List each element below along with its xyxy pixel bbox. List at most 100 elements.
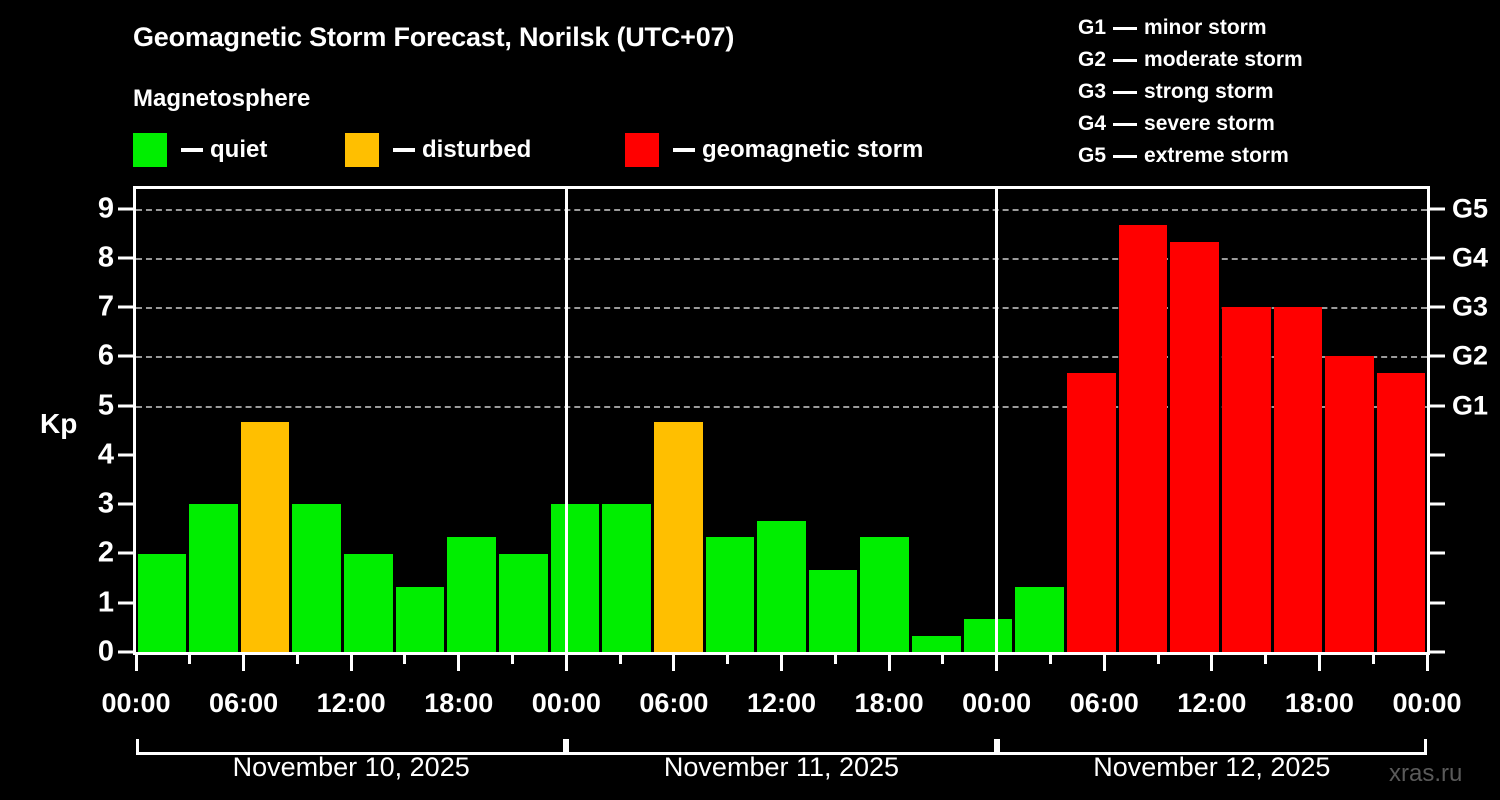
bar-kp [1015, 586, 1064, 652]
bar-kp [1118, 224, 1168, 652]
watermark: xras.ru [1389, 760, 1463, 787]
g-scale-row-g1: G1 minor storm [1078, 12, 1303, 44]
x-tick-mark [833, 655, 837, 664]
x-tick-mark [941, 655, 945, 664]
y-tick-label: 9 [97, 192, 114, 225]
bar-kp [653, 421, 703, 652]
legend-dash-icon [181, 148, 203, 152]
g-axis-label-g5: G5 [1452, 193, 1489, 224]
bar-kp [1170, 241, 1219, 652]
g-scale-code: G5 [1078, 144, 1107, 167]
x-tick-mark [618, 655, 622, 664]
day-divider [995, 189, 999, 652]
x-tick-label: 12:00 [316, 688, 386, 718]
x-tick-mark [188, 655, 192, 664]
g-scale-dash-icon [1113, 58, 1138, 62]
y-tick-label: 2 [97, 536, 114, 569]
g-tick-mark [1430, 551, 1445, 555]
g-axis-label-g1: G1 [1452, 390, 1489, 421]
g-axis-label-g3: G3 [1452, 291, 1489, 322]
g-tick-mark [1430, 354, 1445, 358]
g-tick-mark [1430, 207, 1445, 211]
x-tick-mark [1317, 655, 1321, 671]
g-tick-mark [1430, 502, 1445, 506]
x-tick-label: 12:00 [746, 688, 817, 718]
g-tick-mark [1430, 453, 1445, 457]
day-bracket [566, 739, 997, 755]
bar-kp [602, 504, 651, 652]
y-tick-mark [118, 305, 133, 309]
bar-kp [1273, 307, 1323, 652]
g-axis-label-g2: G2 [1452, 340, 1489, 371]
legend-label: disturbed [422, 136, 532, 163]
gridline-kp-6 [136, 356, 1427, 359]
y-tick-label: 5 [97, 389, 114, 422]
x-tick-mark [134, 655, 138, 671]
bar-kp [344, 553, 393, 652]
y-tick-mark [118, 207, 133, 211]
bar-kp [963, 619, 1013, 652]
y-tick-mark [118, 256, 133, 260]
bar-kp [1221, 307, 1271, 652]
x-tick-label: 00:00 [962, 688, 1032, 718]
x-tick-label: 00:00 [531, 688, 601, 718]
g-scale-code: G2 [1078, 48, 1107, 71]
x-tick-mark [295, 655, 299, 664]
x-tick-mark [403, 655, 407, 664]
g-scale-row-g4: G4 severe storm [1078, 108, 1303, 140]
y-tick-mark [118, 502, 133, 506]
y-tick-mark [118, 453, 133, 457]
day-bracket [996, 739, 1427, 755]
x-tick-mark [242, 655, 246, 671]
g-scale-row-g5: G5 extreme storm [1078, 140, 1303, 172]
bar-kp [705, 537, 755, 652]
day-bracket [136, 739, 567, 755]
y-tick-label: 3 [97, 487, 114, 520]
bar-kp [1067, 372, 1116, 652]
g-tick-mark [1430, 650, 1445, 654]
y-tick-label: 4 [97, 438, 114, 471]
y-tick-label: 8 [97, 241, 114, 274]
legend-label: geomagnetic storm [702, 136, 924, 163]
x-tick-mark [1156, 655, 1160, 664]
y-tick-mark [118, 404, 133, 408]
legend-entry-quiet: quiet [133, 133, 267, 167]
x-tick-mark [564, 655, 568, 671]
legend-dash-icon [673, 148, 695, 152]
g-scale-dash-icon [1113, 26, 1138, 30]
g-scale-code: G1 [1078, 16, 1107, 39]
gridline-kp-5 [136, 405, 1427, 408]
x-tick-label: 06:00 [209, 688, 279, 718]
g-scale-code: G4 [1078, 112, 1107, 135]
g-scale-desc: extreme storm [1144, 144, 1289, 167]
g-scale-legend: G1 minor storm G2 moderate storm G3 strong st… [1078, 12, 1303, 172]
quiet-swatch [133, 133, 167, 167]
bar-kp [1376, 372, 1426, 652]
g-scale-desc: minor storm [1144, 16, 1267, 39]
x-tick-label: 00:00 [101, 688, 171, 718]
day-label: November 12, 2025 [1093, 752, 1331, 782]
g-scale-dash-icon [1113, 154, 1138, 158]
bar-kp [550, 504, 600, 652]
g-scale-dash-icon [1113, 90, 1138, 94]
day-label: November 11, 2025 [663, 752, 900, 782]
x-tick-label: 18:00 [1284, 688, 1354, 718]
y-tick-mark [118, 354, 133, 358]
y-axis-label: Kp [40, 408, 78, 439]
g-tick-mark [1430, 256, 1445, 260]
bar-kp [1325, 356, 1374, 652]
g-scale-desc: strong storm [1144, 80, 1274, 103]
x-tick-mark [780, 655, 783, 671]
g-scale-row-g3: G3 strong storm [1078, 76, 1303, 108]
x-tick-mark [1210, 655, 1214, 671]
x-tick-mark [1264, 655, 1268, 664]
g-scale-dash-icon [1113, 122, 1138, 126]
x-tick-mark [887, 655, 891, 671]
x-tick-mark [457, 655, 461, 671]
legend-dash-icon [393, 148, 415, 152]
plot-inner [136, 189, 1427, 652]
x-tick-label: 18:00 [854, 688, 924, 718]
x-tick-label: 12:00 [1177, 688, 1247, 718]
bar-kp [757, 520, 806, 652]
x-tick-label: 06:00 [639, 688, 709, 718]
